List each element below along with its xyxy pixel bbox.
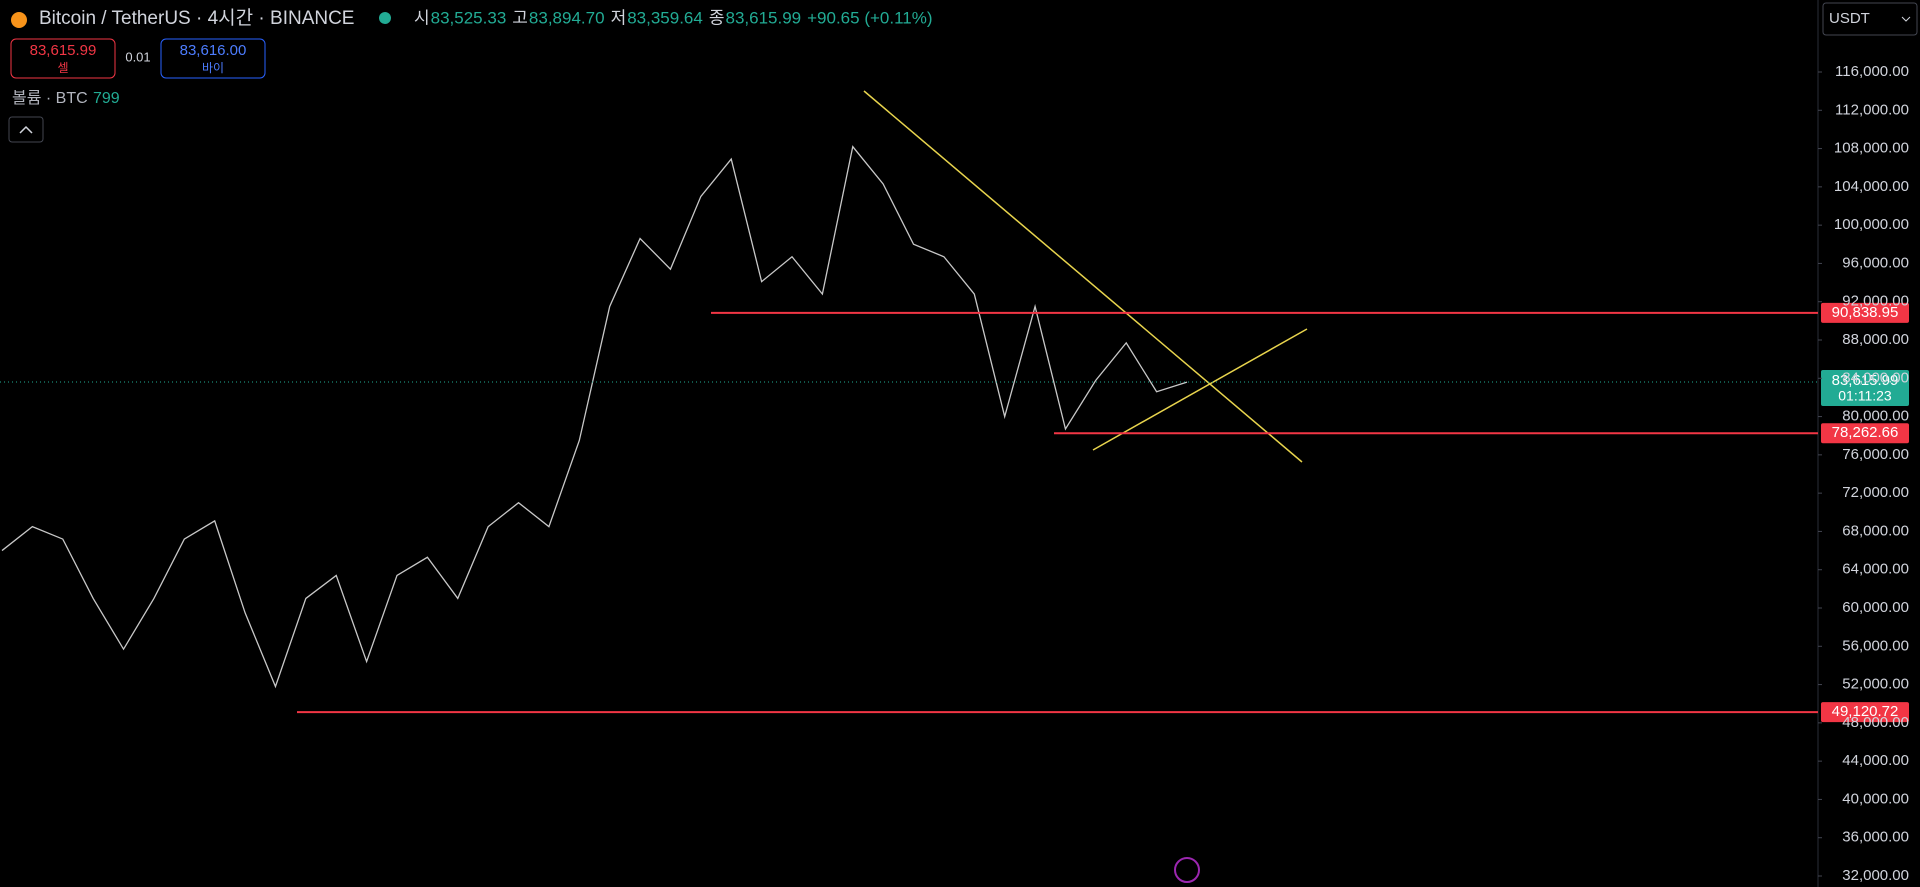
y-tick-label: 40,000.00 [1842,790,1909,807]
y-tick-label: 52,000.00 [1842,676,1909,693]
plot: 90,838.95 78,262.66 49,120.72 83,615.9901:1… [0,145,1909,723]
current-price-tag [1821,369,1909,406]
y-tick-label: 56,000.00 [1842,637,1909,654]
y-tick-label: 92,000.00 [1842,293,1909,310]
sell-label: 셀 [57,61,68,75]
change: +90.65 (+0.11%) [807,8,932,27]
collapse-button[interactable] [8,116,44,143]
alert-icon[interactable] [1174,857,1200,883]
sell-price: 83,615.99 [30,42,97,59]
ohlc-label: 고 [512,8,528,27]
y-tick-label: 100,000.00 [1834,216,1909,233]
trendline [863,90,1303,463]
level-label: 49,120.72 [1832,703,1899,720]
y-tick-label: 104,000.00 [1834,178,1909,195]
y-tick-label: 68,000.00 [1842,522,1909,539]
current-price-label: 83,615.99 [1832,372,1899,389]
y-tick-label: 64,000.00 [1842,561,1909,578]
symbol: Bitcoin / TetherUS · 4시간 · BINANCE [39,7,354,29]
y-tick-label: 116,000.00 [1835,63,1909,80]
ohlc-value: 83,615.99 [725,8,801,27]
y-tick-label: 72,000.00 [1842,484,1909,501]
volume-label: 볼륨 · BTC [12,89,88,107]
y-tick-label: 112,000.00 [1835,101,1909,118]
trendline [1092,328,1308,451]
y-tick-label: 36,000.00 [1842,829,1909,846]
level-tag [1821,302,1909,323]
y-tick-label: 88,000.00 [1842,331,1909,348]
ohlc-value: 83,359.64 [627,8,703,27]
y-tick-label: 32,000.00 [1842,867,1909,884]
y-tick-label: 60,000.00 [1842,599,1909,616]
price-line [1,145,1188,689]
ohlc: 시 83,525.33 고 83,894.70 저 83,359.64 종 83,615.99 [414,8,801,27]
buy-label: 바이 [202,61,224,75]
buy-price: 83,616.00 [180,42,247,59]
spread: 0.01 [125,49,150,64]
currency: USDT [1829,10,1870,27]
status-dot [379,12,391,24]
ohlc-label: 종 [709,8,725,27]
dropdown-icon [1901,16,1911,22]
ohlc-value: 83,894.70 [529,8,605,27]
y-tick-label: 44,000.00 [1842,752,1909,769]
y-tick-label: 84,000.00 [1842,369,1909,386]
y-tick-label: 48,000.00 [1842,714,1909,731]
currency-select[interactable] [1822,2,1918,36]
level-tag [1821,702,1909,723]
ohlc-label: 시 [414,8,430,27]
countdown: 01:11:23 [1838,388,1892,404]
ohlc-label: 저 [611,8,627,27]
buy-button[interactable] [160,38,266,79]
sell-button[interactable] [10,38,116,79]
level-label: 78,262.66 [1832,424,1899,441]
collapse-icon [19,125,33,134]
ohlc-value: 83,525.33 [431,8,507,27]
coin-icon [11,12,27,28]
level-label: 90,838.95 [1832,304,1899,321]
level-tag [1821,423,1909,444]
y-tick-label: 96,000.00 [1842,254,1909,271]
volume-value: 799 [93,90,120,107]
y-tick-label: 76,000.00 [1842,446,1909,463]
y-tick-label: 108,000.00 [1834,140,1909,157]
y-tick-label: 80,000.00 [1842,408,1909,425]
